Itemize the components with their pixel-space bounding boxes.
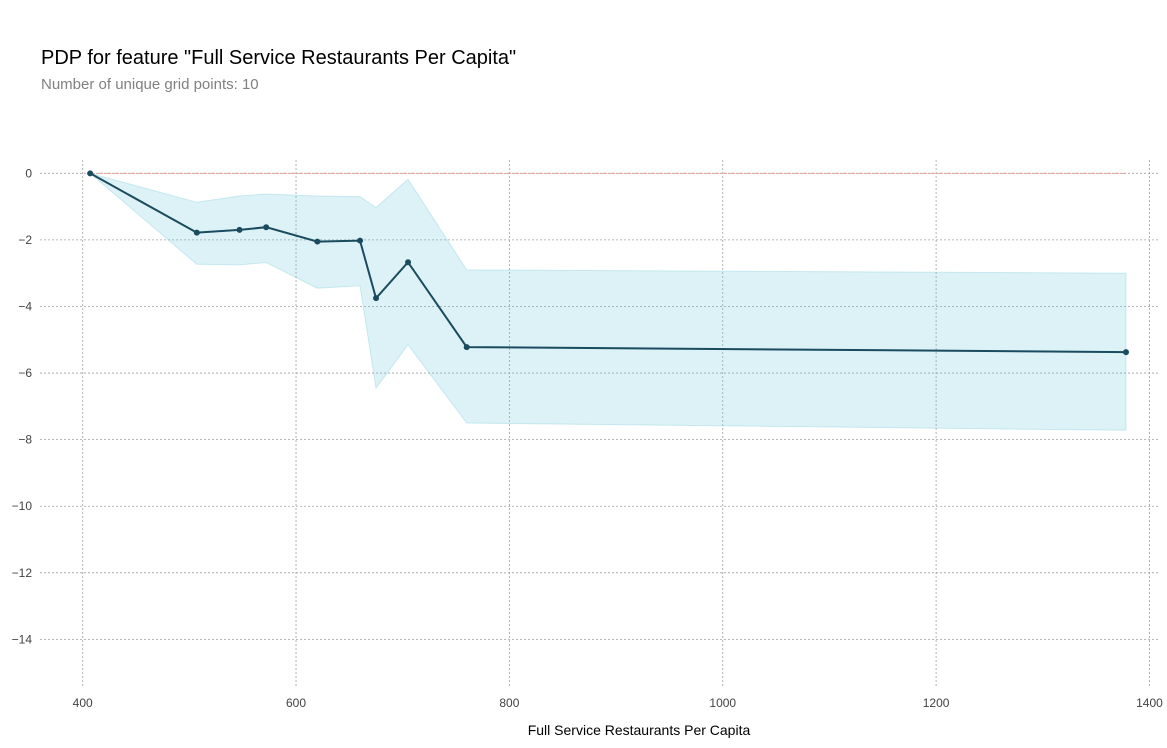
x-tick-label: 800	[499, 696, 519, 710]
y-tick-label: 0	[25, 166, 32, 180]
x-tick-label: 400	[73, 696, 93, 710]
data-point	[314, 238, 321, 245]
x-tick-label: 1400	[1136, 696, 1163, 710]
x-tick-label: 1200	[923, 696, 950, 710]
x-tick-label: 600	[286, 696, 306, 710]
y-tick-label: −14	[12, 632, 33, 646]
y-tick-label: −12	[12, 566, 33, 580]
y-tick-label: −2	[18, 233, 32, 247]
data-point	[1122, 349, 1129, 356]
chart-title: PDP for feature "Full Service Restaurant…	[41, 47, 517, 69]
pdp-line	[89, 172, 1127, 354]
data-point	[373, 295, 380, 302]
x-tick-label: 1000	[709, 696, 736, 710]
x-axis-label: Full Service Restaurants Per Capita	[528, 722, 751, 738]
data-point	[87, 170, 94, 177]
chart-subtitle: Number of unique grid points: 10	[41, 76, 259, 93]
data-point	[263, 224, 270, 231]
y-tick-label: −10	[12, 499, 33, 513]
data-point	[405, 259, 412, 266]
confidence-band	[89, 172, 1127, 431]
data-point	[193, 229, 200, 236]
y-tick-label: −8	[18, 433, 32, 447]
y-tick-label: −6	[18, 366, 32, 380]
data-point	[236, 226, 243, 233]
y-tick-label: −4	[18, 299, 32, 313]
data-point	[463, 344, 470, 351]
data-point	[357, 237, 364, 244]
